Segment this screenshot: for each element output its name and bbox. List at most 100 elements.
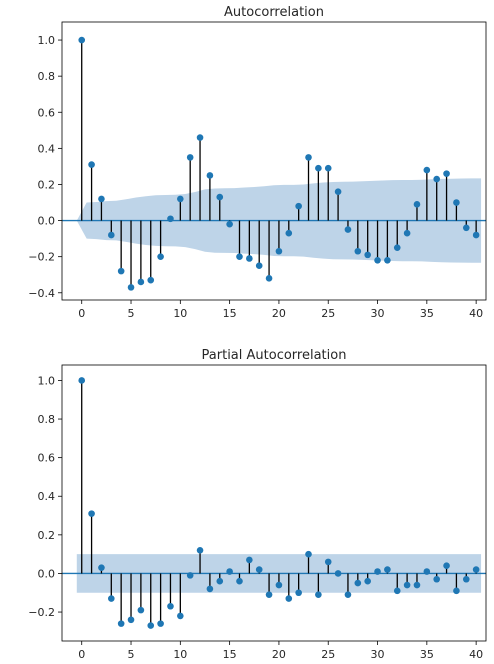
pacf-marker-32	[393, 587, 401, 595]
acf-marker-12	[196, 134, 204, 141]
pacf-xtick-label: 25	[321, 648, 335, 661]
pacf-marker-34	[413, 581, 421, 589]
pacf-marker-22	[295, 589, 302, 597]
acf-xtick-label: 25	[321, 307, 335, 320]
pacf-marker-20	[275, 581, 283, 589]
acf-xtick-label: 0	[78, 307, 85, 320]
acf-marker-28	[354, 247, 362, 255]
pacf-xtick-label: 0	[78, 648, 85, 661]
acf-marker-13	[206, 172, 214, 179]
pacf-marker-10	[177, 612, 184, 620]
pacf-marker-12	[196, 546, 204, 554]
acf-axes-frame	[61, 21, 487, 301]
pacf-marker-29	[364, 577, 371, 585]
acf-marker-25	[324, 164, 332, 172]
acf-xtick-label: 20	[272, 307, 286, 320]
pacf-ytick-label: 0.0	[38, 567, 56, 580]
acf-marker-17	[246, 255, 253, 262]
acf-marker-32	[393, 244, 401, 251]
acf-title: Autocorrelation	[224, 5, 324, 20]
pacf-axes-frame	[61, 364, 487, 642]
acf-ytick-label: −0.2	[28, 251, 55, 264]
pacf-marker-31	[384, 566, 391, 573]
pacf-marker-15	[226, 568, 233, 575]
acf-marker-6	[137, 278, 145, 286]
acf-marker-15	[226, 220, 233, 228]
pacf-marker-38	[453, 587, 460, 595]
acf-marker-21	[285, 229, 293, 237]
acf-xtick-label: 30	[371, 307, 385, 320]
pacf-marker-26	[334, 570, 342, 577]
acf-marker-7	[147, 276, 155, 284]
pacf-marker-35	[423, 568, 431, 575]
pacf-xtick-label: 20	[272, 648, 286, 661]
pacf-panel: Partial Autocorrelation 1.0 0.8 0.6 0.4 0.2 0…	[28, 348, 487, 661]
pacf-marker-28	[354, 579, 362, 587]
acf-marker-19	[265, 275, 273, 282]
pacf-marker-8	[157, 620, 164, 627]
pacf-marker-40	[472, 566, 480, 573]
acf-marker-31	[384, 256, 391, 264]
acf-xtick-label: 10	[173, 307, 187, 320]
acf-marker-27	[344, 226, 352, 233]
pacf-marker-23	[305, 550, 312, 558]
pacf-marker-17	[246, 556, 253, 564]
acf-marker-23	[305, 154, 312, 161]
acf-ytick-label: −0.4	[28, 287, 55, 300]
pacf-marker-14	[216, 577, 224, 585]
acf-marker-1	[88, 161, 95, 168]
pacf-marker-3	[108, 595, 115, 602]
acf-marker-8	[157, 253, 164, 260]
pacf-marker-27	[344, 591, 352, 598]
acf-xtick-label: 5	[128, 307, 135, 320]
pacf-xtick-label: 5	[128, 648, 135, 661]
pacf-xtick-label: 35	[420, 648, 434, 661]
acf-marker-26	[334, 188, 342, 195]
pacf-ytick-label: 0.2	[38, 529, 56, 542]
pacf-marker-5	[127, 616, 135, 624]
acf-marker-24	[315, 164, 322, 172]
acf-ytick-label: 0.0	[38, 215, 56, 228]
pacf-ytick-label: −0.2	[28, 606, 55, 619]
pacf-xtick-label: 40	[469, 648, 483, 661]
pacf-marker-19	[265, 591, 273, 598]
acf-marker-33	[403, 229, 411, 237]
acf-xtick-label: 15	[223, 307, 237, 320]
acf-marker-30	[374, 256, 381, 264]
acf-marker-18	[255, 262, 263, 270]
pacf-marker-11	[186, 572, 194, 579]
pacf-marker-16	[236, 577, 243, 585]
pacf-marker-6	[137, 606, 145, 614]
pacf-title: Partial Autocorrelation	[202, 348, 347, 363]
acf-xtick-label: 40	[469, 307, 483, 320]
acf-marker-5	[127, 284, 135, 291]
pacf-marker-21	[285, 595, 293, 602]
pacf-ytick-label: 0.4	[38, 490, 56, 503]
acf-marker-36	[433, 175, 440, 183]
acf-panel: Autocorrelation 1.0 0.8 0.6 0.4 0.2 0.0 −0.2 −0…	[28, 5, 487, 320]
acf-marker-22	[295, 202, 302, 210]
acf-ytick-label: 0.6	[38, 106, 56, 119]
acf-marker-3	[108, 231, 115, 239]
pacf-marker-4	[117, 620, 125, 627]
acf-ytick-label: 1.0	[38, 34, 56, 47]
acf-ytick-label: 0.8	[38, 70, 56, 83]
pacf-marker-1	[88, 510, 95, 517]
pacf-marker-30	[374, 568, 381, 575]
pacf-marker-33	[403, 581, 411, 589]
pacf-marker-13	[206, 585, 214, 593]
pacf-ytick-label: 1.0	[38, 374, 56, 387]
acf-marker-35	[423, 166, 431, 174]
acf-marker-2	[98, 195, 105, 203]
pacf-marker-7	[147, 622, 155, 629]
acf-ytick-label: 0.2	[38, 178, 56, 191]
acf-marker-10	[177, 195, 184, 203]
pacf-xtick-label: 15	[223, 648, 237, 661]
pacf-xtick-label: 30	[371, 648, 385, 661]
acf-marker-39	[462, 224, 470, 232]
pacf-xtick-label: 10	[173, 648, 187, 661]
acf-marker-20	[275, 247, 283, 255]
pacf-ytick-label: 0.6	[38, 452, 56, 465]
pacf-marker-18	[255, 566, 263, 573]
